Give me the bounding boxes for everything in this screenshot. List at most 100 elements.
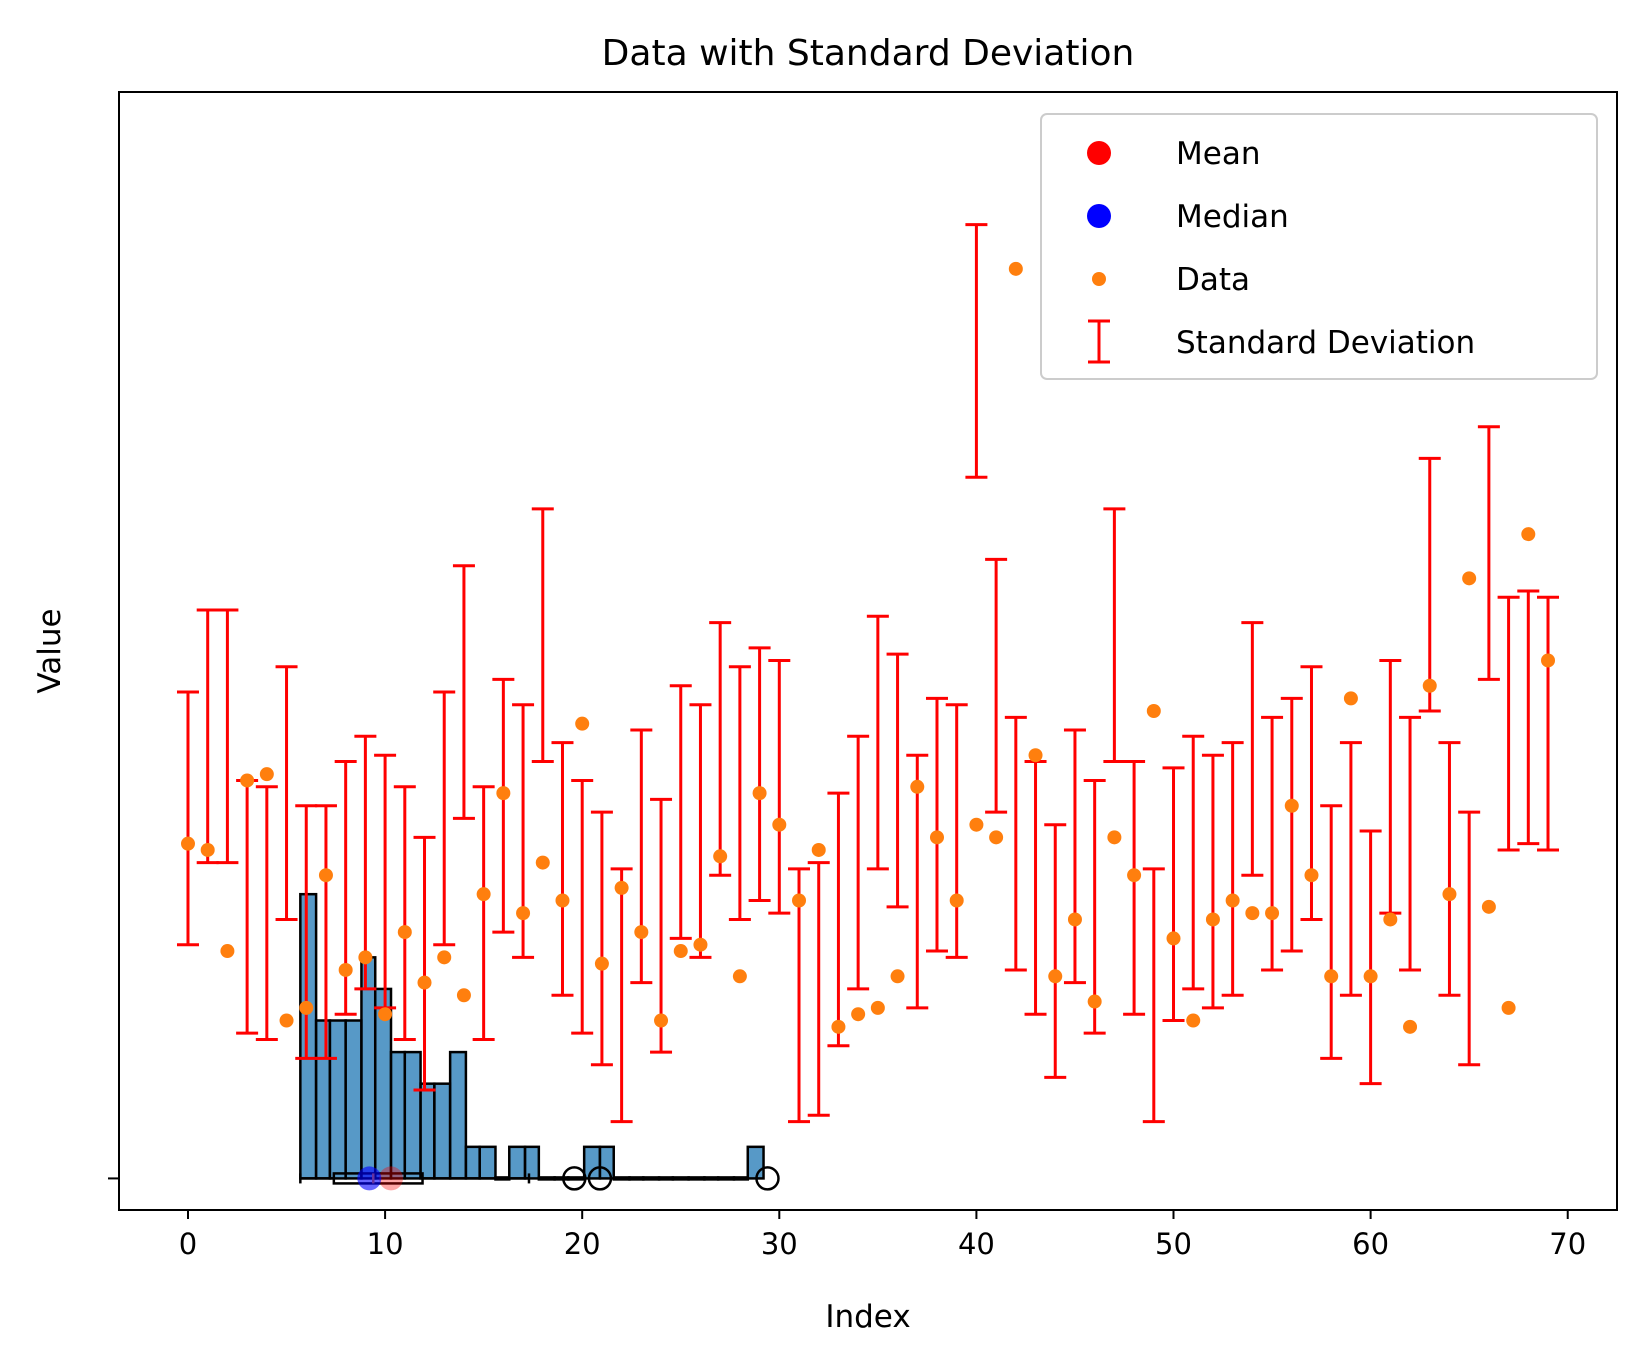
legend-box: [1040, 113, 1598, 380]
data-point: [634, 925, 649, 940]
data-point: [654, 1013, 669, 1028]
data-point: [1087, 994, 1102, 1009]
data-point: [1343, 691, 1358, 706]
data-point: [1481, 899, 1496, 914]
histogram-bar: [612, 1176, 631, 1181]
box-outlier: [587, 1166, 613, 1191]
x-tick-label: 70: [1549, 1227, 1586, 1261]
histogram-bar: [448, 1050, 468, 1180]
data-point: [693, 937, 708, 952]
histogram-bar: [389, 1050, 407, 1180]
data-point: [614, 880, 629, 895]
histogram-bar: [433, 1082, 452, 1180]
data-point: [929, 830, 944, 845]
histogram-bar: [360, 956, 377, 1180]
data-point: [299, 1000, 314, 1015]
legend-stddev-label: Standard Deviation: [1176, 325, 1475, 361]
data-point: [1501, 1000, 1516, 1015]
data-point: [378, 1007, 393, 1022]
histogram-bar: [598, 1145, 615, 1180]
legend: Mean Median Data Standard Deviation: [1040, 113, 1598, 380]
data-point: [1245, 906, 1260, 921]
histogram-bar: [671, 1176, 690, 1181]
data-point: [890, 969, 905, 984]
data-point: [496, 786, 511, 801]
histogram-bar: [508, 1145, 527, 1180]
data-point: [910, 779, 925, 794]
x-axis: 0 10 20 30 40 50 60 70: [179, 1210, 1586, 1261]
data-point: [220, 944, 235, 959]
plot-area: [176, 223, 1560, 1191]
histogram-bar: [314, 1019, 332, 1180]
data-point: [318, 868, 333, 883]
legend-data-label: Data: [1176, 262, 1250, 298]
data-point: [1067, 912, 1082, 927]
data-point: [1028, 748, 1043, 763]
histogram-bar: [464, 1145, 481, 1180]
histogram-bar: [657, 1176, 675, 1181]
data-point: [1383, 912, 1398, 927]
data-point: [752, 786, 767, 801]
legend-mean-label: Mean: [1176, 136, 1260, 172]
histogram-bar: [567, 1176, 586, 1181]
mean-marker: [379, 1166, 404, 1191]
axes-frame: [118, 91, 1618, 1211]
x-tick-label: 10: [367, 1227, 404, 1261]
histogram-bar: [746, 1145, 765, 1180]
histogram-bar: [403, 1050, 422, 1180]
x-tick-label: 0: [179, 1227, 197, 1261]
x-tick-label: 60: [1352, 1227, 1389, 1261]
histogram-bar: [642, 1176, 661, 1181]
data-point: [732, 969, 747, 984]
data-point: [851, 1007, 866, 1022]
histogram-bar: [419, 1082, 436, 1180]
legend-median-marker: [1087, 204, 1111, 228]
histogram-bar: [582, 1145, 602, 1180]
data-point: [792, 893, 807, 908]
data-point: [456, 988, 471, 1003]
x-tick-label: 30: [761, 1227, 798, 1261]
data-point: [279, 1013, 294, 1028]
histogram-bar: [732, 1176, 750, 1181]
data-point: [1146, 704, 1161, 719]
x-tick-label: 20: [564, 1227, 601, 1261]
data-point: [1442, 887, 1457, 902]
data-point: [437, 950, 452, 965]
data-point: [240, 773, 255, 788]
data-point: [1462, 571, 1477, 586]
y-axis-label: Value: [32, 608, 68, 693]
data-point: [476, 887, 491, 902]
histogram-bar: [703, 1176, 720, 1181]
data-point: [1048, 969, 1063, 984]
data-point: [338, 962, 353, 977]
data-point: [772, 817, 787, 832]
box-outlier: [562, 1166, 587, 1191]
data-point: [516, 906, 531, 921]
data-point: [594, 956, 609, 971]
histogram-bar: [328, 1019, 347, 1180]
legend-median-label: Median: [1176, 199, 1289, 235]
data-point: [1166, 931, 1181, 946]
data-point: [200, 842, 215, 857]
data-point: [713, 849, 728, 864]
data-point: [397, 925, 412, 940]
histogram-bar: [687, 1176, 706, 1181]
data-point: [417, 975, 432, 990]
data-point: [1363, 969, 1378, 984]
histogram: [299, 892, 765, 1181]
data-point: [555, 893, 570, 908]
box-plot: [299, 1166, 780, 1191]
data-point: [1127, 868, 1142, 883]
histogram-bar: [523, 1145, 541, 1180]
data-point: [535, 855, 550, 870]
data-point: [1521, 527, 1536, 542]
data-point: [1186, 1013, 1201, 1028]
x-axis-label: Index: [825, 1299, 910, 1335]
data-point: [1304, 868, 1319, 883]
data-point: [1205, 912, 1220, 927]
data-point: [575, 716, 590, 731]
chart-title: Data with Standard Deviation: [602, 33, 1135, 74]
data-points: [180, 261, 1556, 1034]
data-point: [1324, 969, 1339, 984]
